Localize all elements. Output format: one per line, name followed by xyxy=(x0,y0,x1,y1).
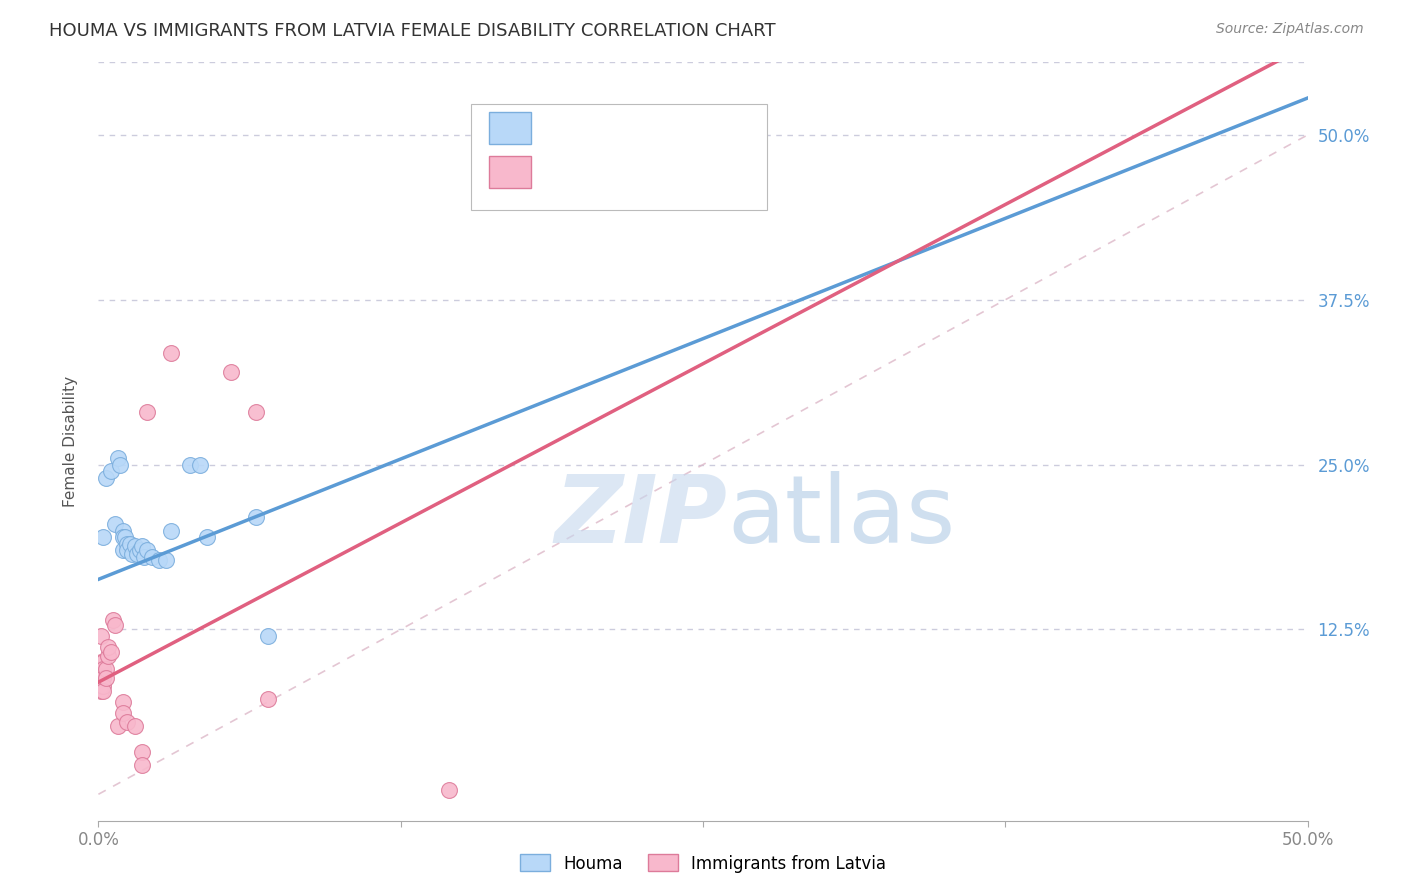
Point xyxy=(94,671,117,685)
Point xyxy=(97,648,120,663)
Point xyxy=(90,668,112,682)
Point xyxy=(101,613,124,627)
Point xyxy=(90,656,112,670)
Text: R = 0.902   N = 29: R = 0.902 N = 29 xyxy=(550,120,720,137)
Point xyxy=(245,510,267,524)
FancyBboxPatch shape xyxy=(471,104,768,211)
Point xyxy=(91,679,114,693)
Point xyxy=(94,662,117,676)
Point xyxy=(114,530,136,544)
Y-axis label: Female Disability: Female Disability xyxy=(63,376,77,508)
Point xyxy=(131,745,153,759)
Text: ZIP: ZIP xyxy=(554,471,727,564)
Point xyxy=(121,547,143,561)
Point xyxy=(90,662,112,676)
Point xyxy=(128,543,150,558)
Point xyxy=(131,758,153,772)
Point xyxy=(195,530,218,544)
Point xyxy=(90,684,112,698)
Point xyxy=(91,671,114,685)
Point xyxy=(131,540,153,554)
Point xyxy=(221,365,243,379)
Point xyxy=(117,537,139,551)
Point xyxy=(127,547,149,561)
Point xyxy=(91,656,114,670)
Point xyxy=(91,662,114,676)
FancyBboxPatch shape xyxy=(489,156,531,187)
Text: atlas: atlas xyxy=(727,471,956,564)
Point xyxy=(100,464,122,478)
Legend: Houma, Immigrants from Latvia: Houma, Immigrants from Latvia xyxy=(513,847,893,880)
Point xyxy=(90,679,112,693)
Point xyxy=(124,540,146,554)
Text: Source: ZipAtlas.com: Source: ZipAtlas.com xyxy=(1216,22,1364,37)
Point xyxy=(100,645,122,659)
FancyBboxPatch shape xyxy=(489,112,531,145)
Point xyxy=(117,714,139,729)
Point xyxy=(91,684,114,698)
Point xyxy=(179,458,201,472)
Point xyxy=(437,783,460,797)
Point xyxy=(160,524,183,538)
Point xyxy=(90,629,112,643)
Point xyxy=(94,471,117,485)
Point xyxy=(135,543,157,558)
Point xyxy=(155,552,177,566)
Point xyxy=(118,537,141,551)
Point xyxy=(256,629,278,643)
Point xyxy=(97,640,120,654)
Point xyxy=(124,719,146,733)
Point xyxy=(134,549,156,564)
Text: R = 0.427   N = 31: R = 0.427 N = 31 xyxy=(550,162,720,180)
Point xyxy=(135,405,157,419)
Point xyxy=(256,692,278,706)
Point xyxy=(107,450,129,465)
Text: HOUMA VS IMMIGRANTS FROM LATVIA FEMALE DISABILITY CORRELATION CHART: HOUMA VS IMMIGRANTS FROM LATVIA FEMALE D… xyxy=(49,22,776,40)
Point xyxy=(111,543,134,558)
Point xyxy=(117,543,139,558)
Point xyxy=(111,695,134,709)
Point xyxy=(245,405,267,419)
Point xyxy=(91,530,114,544)
Point xyxy=(111,530,134,544)
Point xyxy=(104,516,127,531)
Point xyxy=(148,552,170,566)
Point xyxy=(104,618,127,632)
Point xyxy=(107,719,129,733)
Point xyxy=(141,549,163,564)
Point xyxy=(111,524,134,538)
Point xyxy=(111,706,134,720)
Point xyxy=(108,458,131,472)
Point xyxy=(188,458,211,472)
Point xyxy=(160,345,183,359)
